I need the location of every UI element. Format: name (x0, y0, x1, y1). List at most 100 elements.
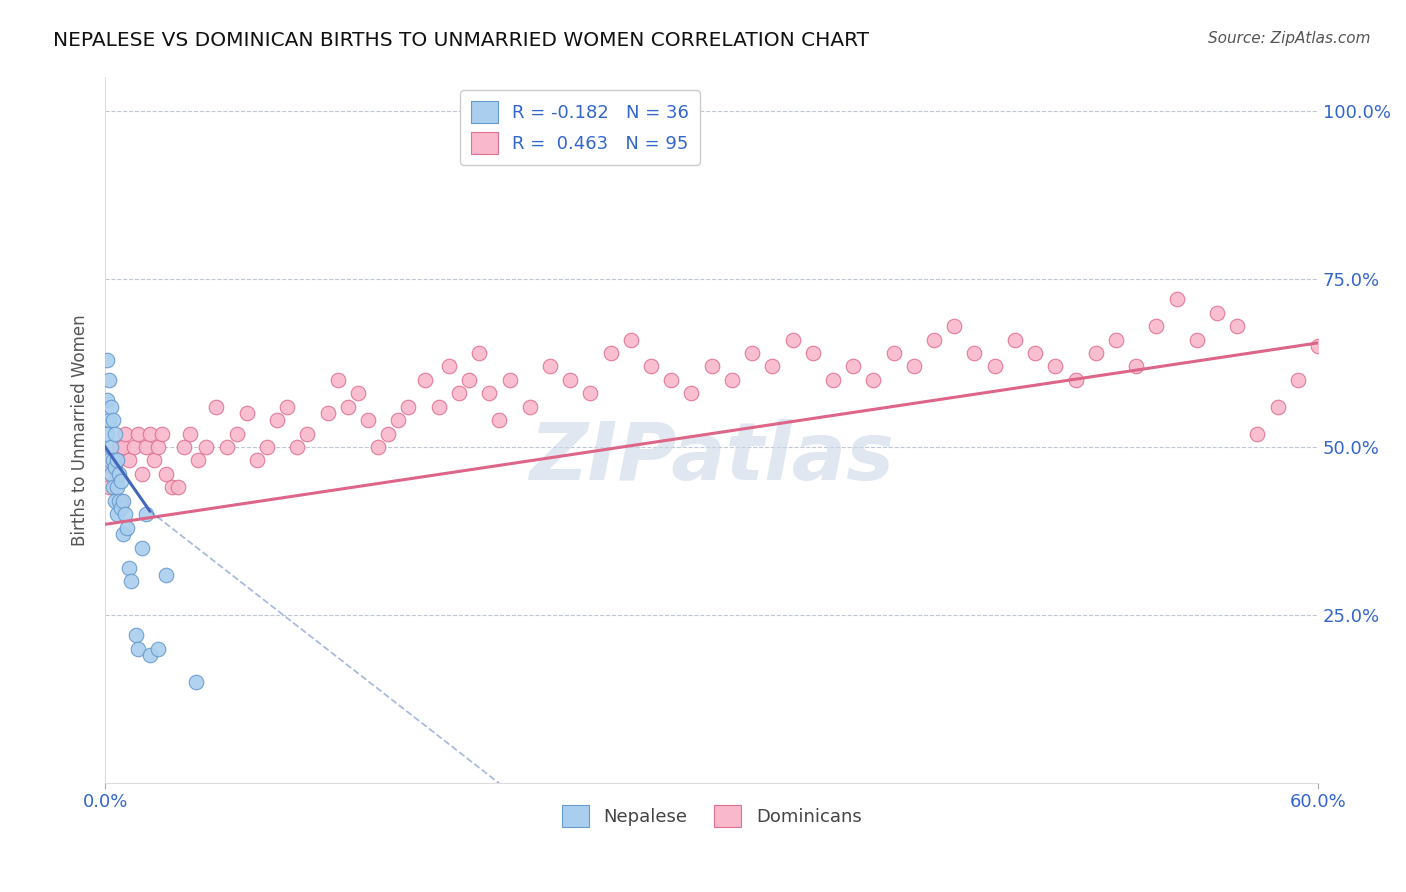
Point (437, 359, 460, 374)
Point (96, 352, 118, 367)
Point (357, 413, 380, 427)
Point (105, 453, 128, 467)
Point (468, 346, 491, 360)
Point (167, 480, 190, 494)
Point (1166, 292, 1188, 306)
Point (700, 359, 723, 374)
Point (100, 400, 122, 414)
Point (105, 453, 128, 467)
Point (187, 453, 209, 467)
Point (398, 400, 420, 414)
Point (599, 346, 621, 360)
Point (538, 359, 561, 374)
Point (1024, 346, 1046, 360)
Point (98, 413, 121, 427)
Point (118, 561, 141, 575)
Point (215, 440, 238, 454)
Point (173, 440, 195, 454)
Point (560, 373, 582, 387)
Point (276, 400, 298, 414)
Point (903, 359, 925, 374)
Point (112, 527, 135, 541)
Point (761, 359, 783, 374)
Point (1004, 333, 1026, 347)
Point (146, 641, 169, 656)
Point (122, 440, 145, 454)
Point (1045, 359, 1067, 374)
Point (943, 319, 966, 334)
Point (112, 440, 135, 454)
Text: Source: ZipAtlas.com: Source: ZipAtlas.com (1208, 31, 1371, 46)
Text: NEPALESE VS DOMINICAN BIRTHS TO UNMARRIED WOMEN CORRELATION CHART: NEPALESE VS DOMINICAN BIRTHS TO UNMARRIE… (53, 31, 869, 50)
Point (138, 426, 160, 441)
Point (98, 453, 121, 467)
Point (131, 541, 153, 555)
Point (782, 333, 804, 347)
Point (285, 440, 308, 454)
Point (741, 346, 763, 360)
Point (336, 400, 359, 414)
Point (447, 386, 470, 401)
Point (316, 407, 339, 421)
Point (488, 413, 510, 427)
Point (478, 386, 501, 401)
Point (413, 373, 436, 387)
Point (297, 426, 319, 441)
Point (266, 413, 288, 427)
Point (842, 359, 865, 374)
Point (155, 567, 177, 582)
Point (105, 508, 128, 522)
Point (131, 467, 153, 481)
Point (100, 440, 122, 454)
Point (104, 426, 127, 441)
Point (104, 474, 127, 488)
Point (118, 453, 141, 467)
Point (1144, 319, 1167, 334)
Point (142, 453, 165, 467)
Point (579, 386, 602, 401)
Point (1286, 373, 1309, 387)
Point (135, 440, 157, 454)
Point (110, 493, 132, 508)
Point (100, 460, 122, 475)
Point (862, 373, 884, 387)
Point (1226, 319, 1249, 334)
Point (96, 392, 118, 407)
Point (114, 426, 136, 441)
Point (96, 426, 118, 441)
Point (205, 400, 228, 414)
Point (103, 480, 125, 494)
Point (121, 574, 143, 589)
Point (179, 426, 201, 441)
Legend: Nepalese, Dominicans: Nepalese, Dominicans (554, 797, 869, 834)
Point (155, 467, 177, 481)
Point (110, 474, 132, 488)
Point (150, 426, 173, 441)
Point (100, 467, 122, 481)
Point (246, 453, 269, 467)
Point (110, 500, 132, 515)
Point (659, 373, 682, 387)
Point (117, 521, 139, 535)
Point (387, 413, 409, 427)
Point (103, 453, 125, 467)
Point (256, 440, 278, 454)
Point (1308, 339, 1330, 353)
Point (427, 400, 450, 414)
Point (721, 373, 744, 387)
Point (235, 407, 257, 421)
Point (195, 440, 218, 454)
Point (105, 480, 128, 494)
Point (160, 480, 183, 494)
Point (347, 386, 370, 401)
Point (1267, 400, 1289, 414)
Point (326, 373, 349, 387)
Text: ZIPatlas: ZIPatlas (529, 419, 894, 498)
Point (127, 641, 149, 656)
Point (138, 648, 160, 663)
Point (458, 373, 481, 387)
Point (1105, 333, 1128, 347)
Point (114, 508, 136, 522)
Point (135, 508, 157, 522)
Point (922, 333, 945, 347)
